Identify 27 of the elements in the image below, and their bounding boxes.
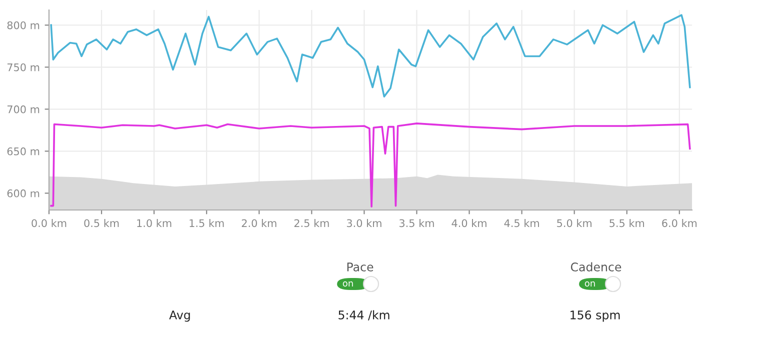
y-tick-label: 700 m [7,105,40,114]
x-tick-label: 3.0 km [346,219,382,228]
x-tick-label: 0.5 km [84,219,119,228]
text: Cadence [570,262,622,272]
x-tick-label: 6.0 km [662,219,697,228]
x-tick-label: 2.0 km [242,219,276,228]
x-tick-label: 5.0 km [557,219,592,228]
x-tick-label: 3.5 km [399,219,434,228]
line-series [50,122,691,208]
x-tick-label: 5.5 km [610,219,644,228]
text: on [584,281,595,287]
x-tick-label: 4.5 km [504,219,539,228]
line-series [50,14,691,98]
x-tick-label: 2.5 km [294,219,329,228]
y-tick-label: 800 m [7,21,40,30]
x-tick-label: 0.0 km [32,219,66,228]
text: 5:44 /km [338,310,390,320]
text: 156 spm [570,310,620,322]
text: on [342,281,353,287]
text: Pace [347,262,374,272]
text: Avg [169,310,190,322]
x-tick-label: 1.5 km [190,219,224,228]
y-tick-label: 650 m [7,147,40,156]
y-tick-label: 600 m [7,189,40,198]
x-tick-label: 1.0 km [137,219,172,228]
x-tick-label: 4.0 km [452,219,486,228]
y-tick-label: 750 m [7,63,40,72]
